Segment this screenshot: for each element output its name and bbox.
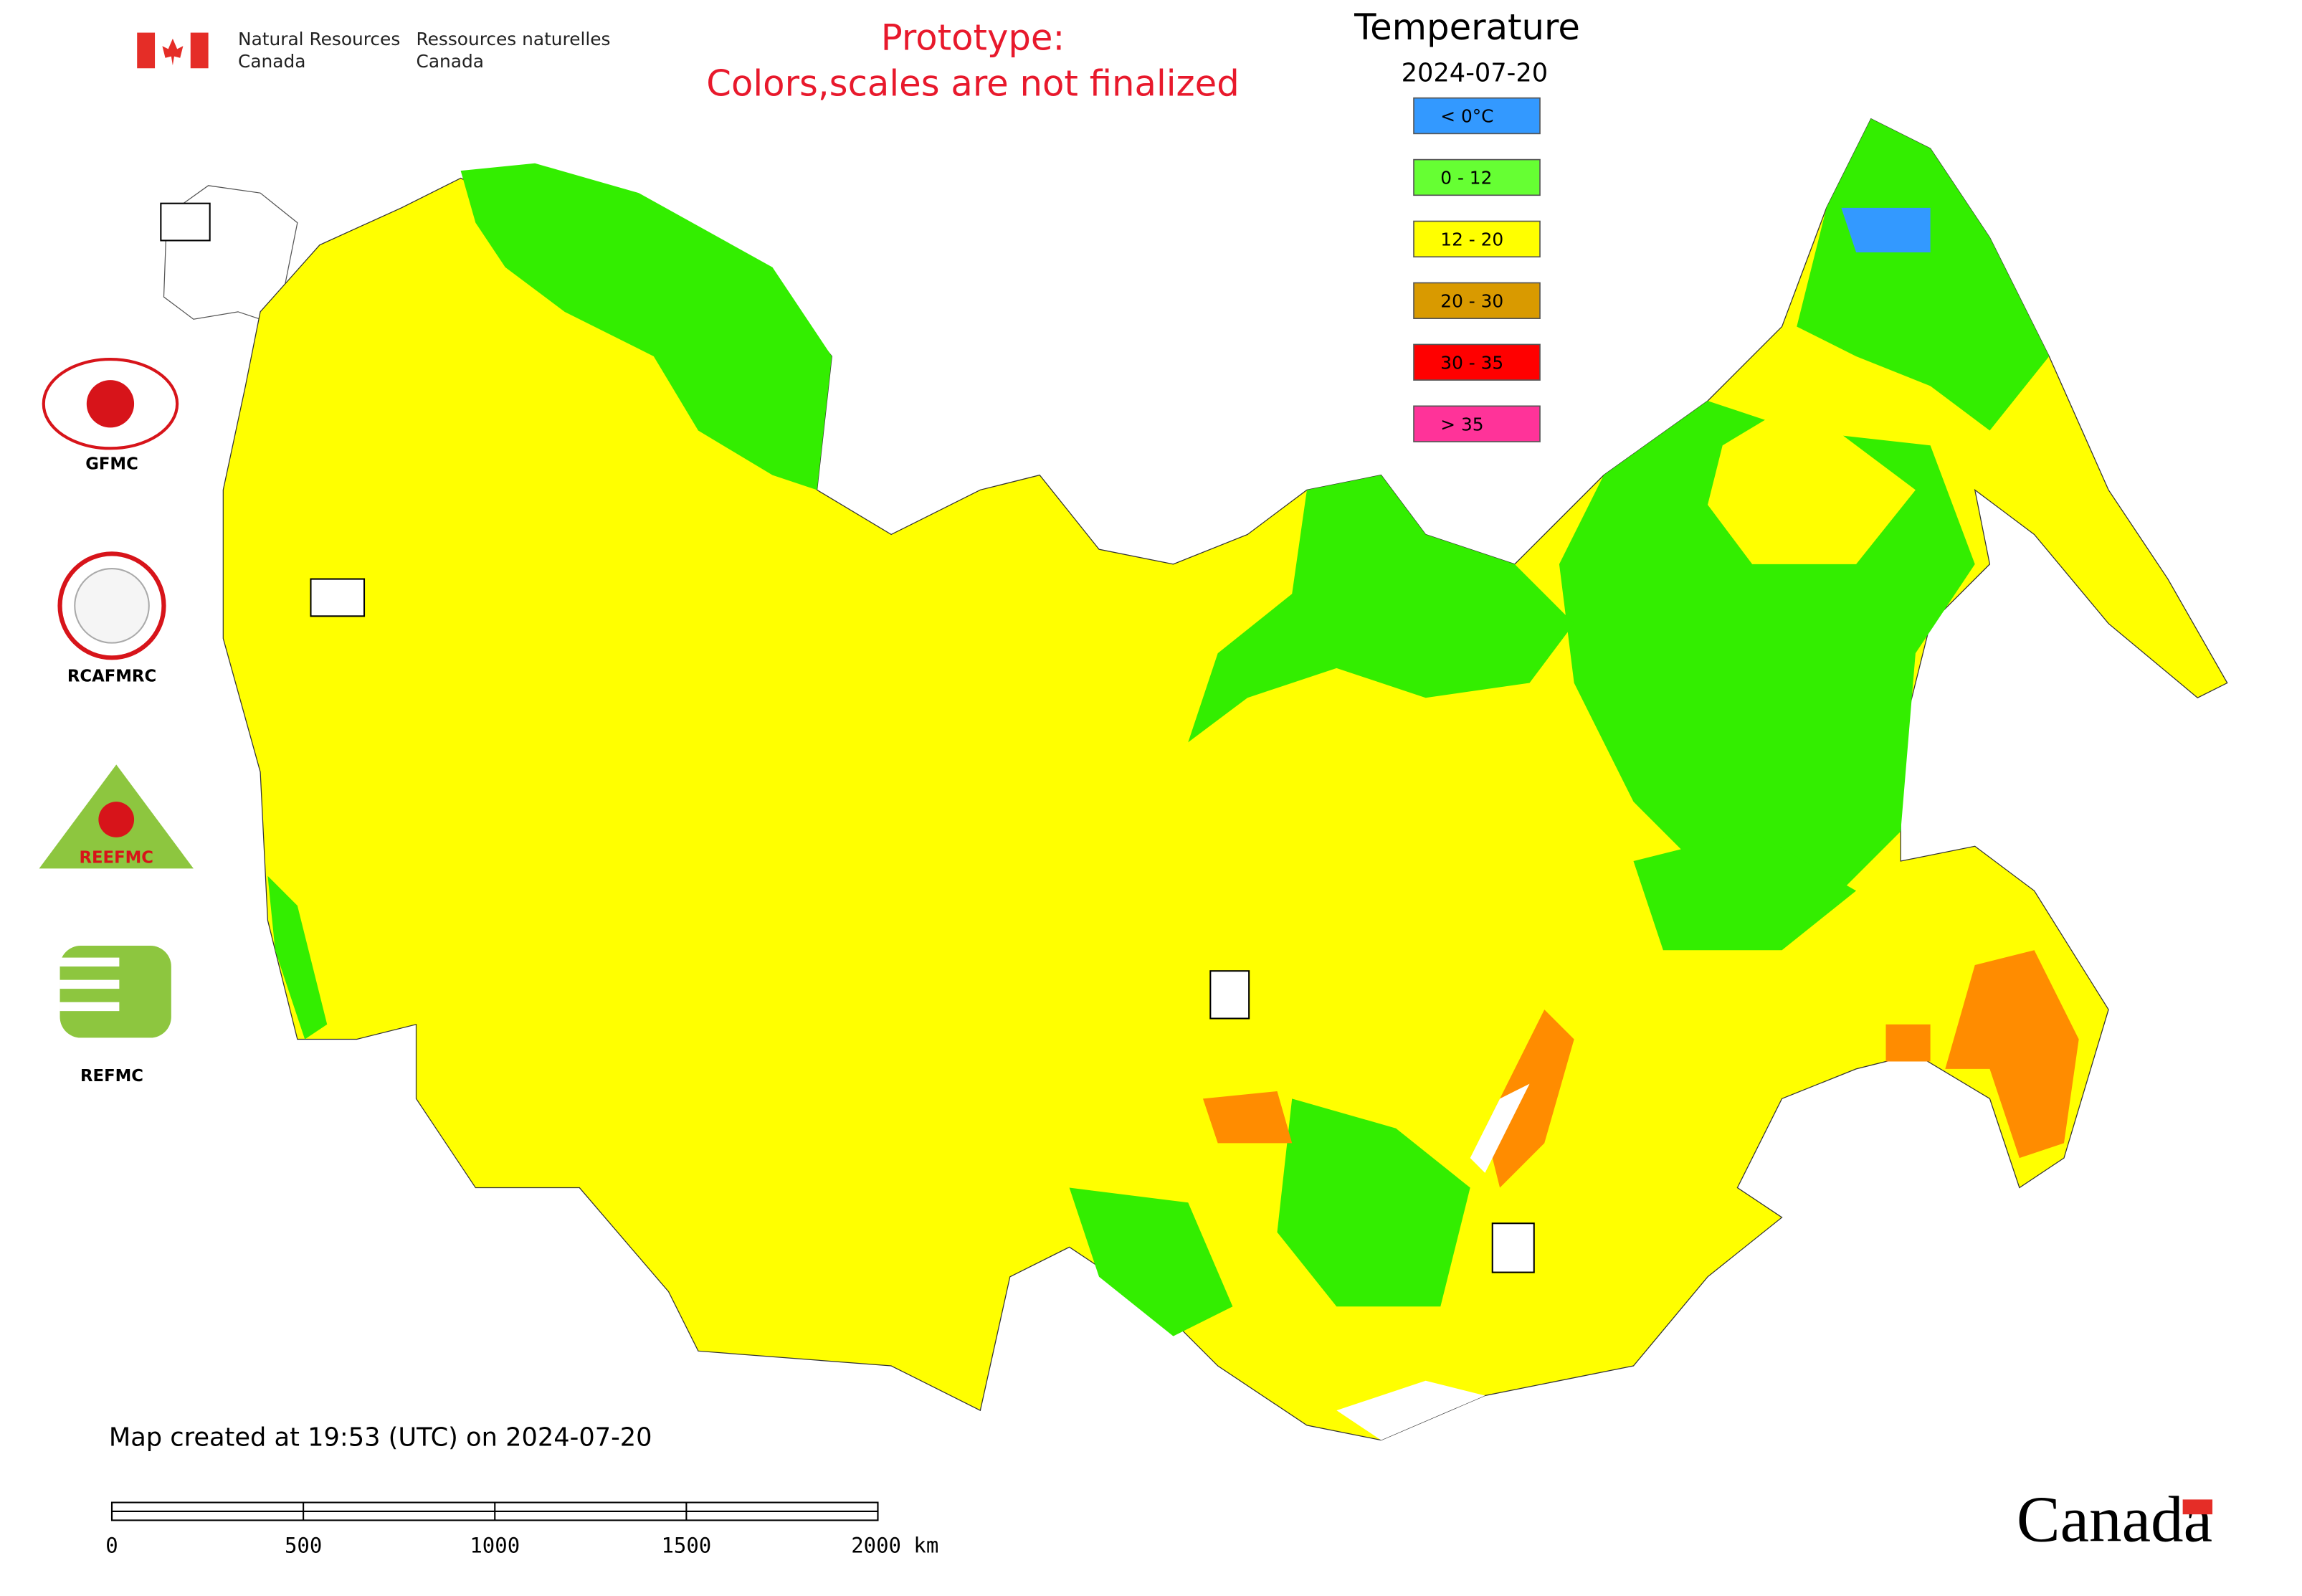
logo-caption: RCAFMRC [67,668,156,686]
legend-title: Temperature [1354,6,1580,48]
scale-label: 1500 [661,1534,711,1558]
legend-swatch [1413,282,1541,319]
logo-rcafmrc [57,551,166,660]
agency-fr: Canada [417,51,484,72]
agency-en: Natural Resources [238,29,400,49]
logo-caption: GFMC [85,455,138,474]
legend-swatch [1413,158,1541,196]
legend-swatch [1413,405,1541,442]
notice: Prototype: [881,16,1065,58]
temperature-map [160,118,2228,1441]
canada-wordmark: Canada [2017,1483,2212,1556]
legend-swatch [1413,97,1541,135]
legend-label: 12 - 20 [1440,229,1503,250]
scale-label: 1000 [470,1534,520,1558]
logo-caption: REFMC [80,1067,143,1086]
logo-gfmc [42,358,179,450]
legend-swatch [1413,220,1541,258]
agency-fr: Ressources naturelles [417,29,611,49]
notice: Colors,scales are not finalized [706,63,1239,105]
canada-flag [137,32,209,69]
agency-en: Canada [238,51,305,72]
logo-inner: REEFMC [79,848,153,867]
created-note: Map created at 19:53 (UTC) on 2024-07-20 [109,1423,652,1453]
legend: < 0°C 0 - 12 12 - 20 20 - 30 30 - 35 > 35 [1413,97,1541,442]
scale-bar: 0 500 1000 1500 2000 km [105,1501,938,1558]
legend-label: < 0°C [1440,106,1493,127]
legend-swatch [1413,343,1541,381]
logo-reefmc [39,764,194,869]
legend-label: > 35 [1440,414,1483,434]
legend-label: 30 - 35 [1440,352,1503,373]
scale-label: 500 [285,1534,322,1558]
legend-label: 20 - 30 [1440,290,1503,311]
logo-refmc [60,946,171,1038]
scale-label: 2000 km [851,1534,938,1558]
wordmark-flag [2182,1499,2213,1515]
legend-label: 0 - 12 [1440,168,1492,189]
scale-label: 0 [105,1534,118,1558]
legend-date: 2024-07-20 [1402,59,1549,88]
